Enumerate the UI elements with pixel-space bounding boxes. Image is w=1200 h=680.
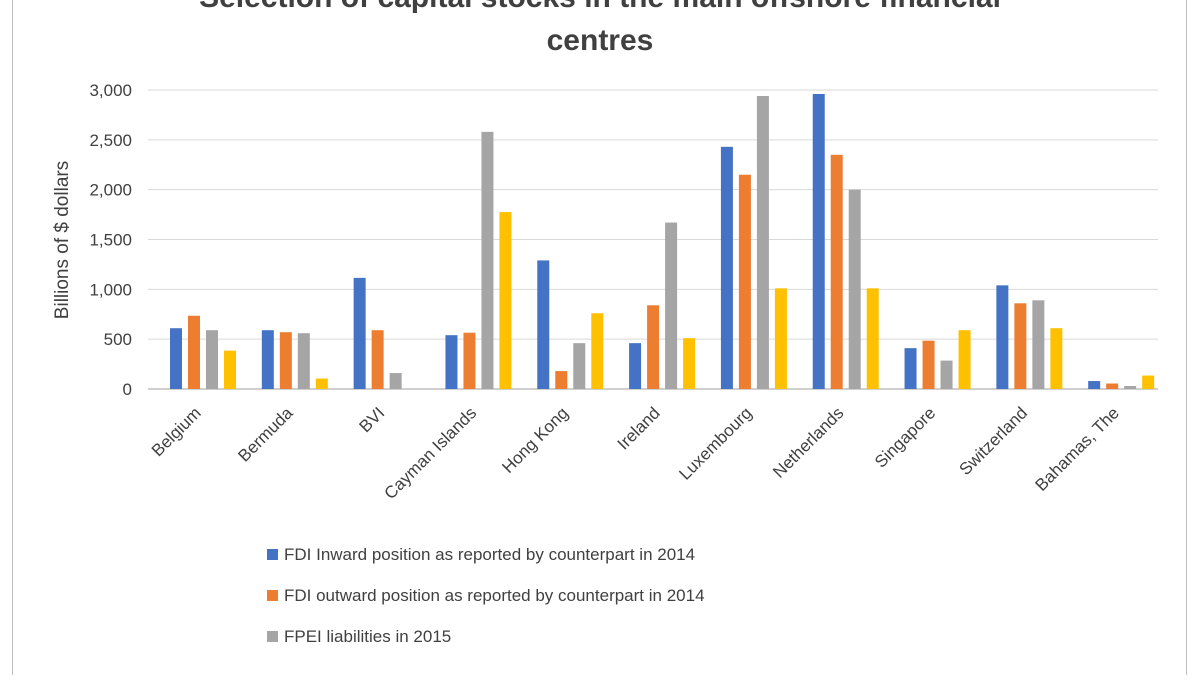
bar: [1014, 303, 1027, 389]
category-label: Cayman Islands: [381, 403, 481, 503]
bar: [481, 131, 494, 390]
bar: [996, 285, 1009, 389]
legend: FDI Inward position as reported by count…: [267, 545, 705, 646]
legend-swatch: [267, 590, 278, 601]
y-tick-label: 3,000: [89, 81, 132, 100]
category-label: Netherlands: [769, 403, 847, 481]
bar: [904, 348, 917, 389]
frame-border-right: [1186, 0, 1187, 675]
bar: [720, 146, 733, 389]
bar: [830, 154, 843, 389]
bar: [774, 288, 787, 389]
y-axis: 0 500 1,000 1,500 2,000 2,500 3,000: [89, 81, 132, 399]
chart-title-line-2: centres: [547, 24, 654, 57]
category-label: Luxembourg: [675, 403, 755, 483]
y-tick-label: 2,500: [89, 131, 132, 150]
y-tick-label: 1,000: [89, 280, 132, 299]
y-tick-label: 2,000: [89, 181, 132, 200]
bar: [683, 338, 696, 389]
bar: [206, 330, 218, 389]
bar: [922, 340, 935, 389]
bar: [261, 330, 274, 389]
category-label: Belgium: [148, 403, 205, 460]
y-tick-label: 0: [123, 380, 132, 399]
bar: [940, 360, 953, 389]
category-label: Singapore: [871, 403, 939, 471]
bar: [738, 174, 751, 389]
bar: [756, 95, 769, 389]
legend-entry: FDI outward position as reported by coun…: [284, 586, 705, 605]
frame-border-left: [12, 0, 13, 675]
bar: [848, 189, 861, 389]
category-label: Bermuda: [234, 403, 297, 466]
bar: [866, 288, 879, 389]
category-label: Bahamas, The: [1032, 403, 1123, 494]
bar: [389, 373, 402, 389]
category-label: Switzerland: [956, 403, 1032, 479]
bar: [1032, 300, 1045, 389]
legend-swatch: [267, 549, 278, 560]
bar: [463, 332, 476, 389]
bars: [170, 93, 1155, 390]
legend-entry: FDI Inward position as reported by count…: [284, 545, 695, 564]
bar: [224, 350, 236, 389]
bar: [353, 277, 366, 389]
y-tick-label: 500: [104, 330, 132, 349]
category-label: Hong Kong: [498, 403, 572, 477]
y-axis-label: Billions of $ dollars: [52, 161, 73, 319]
bar: [555, 371, 568, 389]
bar: [315, 378, 328, 389]
bar: [591, 313, 604, 389]
bar: [958, 330, 971, 389]
bar: [371, 330, 384, 389]
bar: [297, 333, 310, 389]
bar: [170, 328, 182, 389]
bar: [279, 332, 292, 389]
bar: [1106, 383, 1119, 389]
bar: [573, 343, 586, 389]
legend-swatch: [267, 631, 278, 642]
bar: [1050, 328, 1063, 389]
bar: [1142, 375, 1155, 389]
bar: [537, 260, 550, 389]
chart-title-line-1: Selection of capital stocks in the main …: [199, 0, 1001, 14]
bar: [812, 93, 825, 389]
bar: [1088, 381, 1101, 389]
legend-entry: FPEI liabilities in 2015: [284, 627, 451, 646]
gridlines: [148, 89, 1158, 390]
category-label: Ireland: [614, 403, 664, 453]
bar: [499, 212, 512, 389]
category-label: BVI: [356, 403, 389, 436]
y-tick-label: 1,500: [89, 231, 132, 250]
bar: [188, 315, 200, 389]
bar: [1124, 386, 1137, 389]
bar: [665, 222, 678, 389]
bar: [629, 343, 642, 389]
bar: [647, 305, 660, 389]
bar: [445, 335, 458, 389]
